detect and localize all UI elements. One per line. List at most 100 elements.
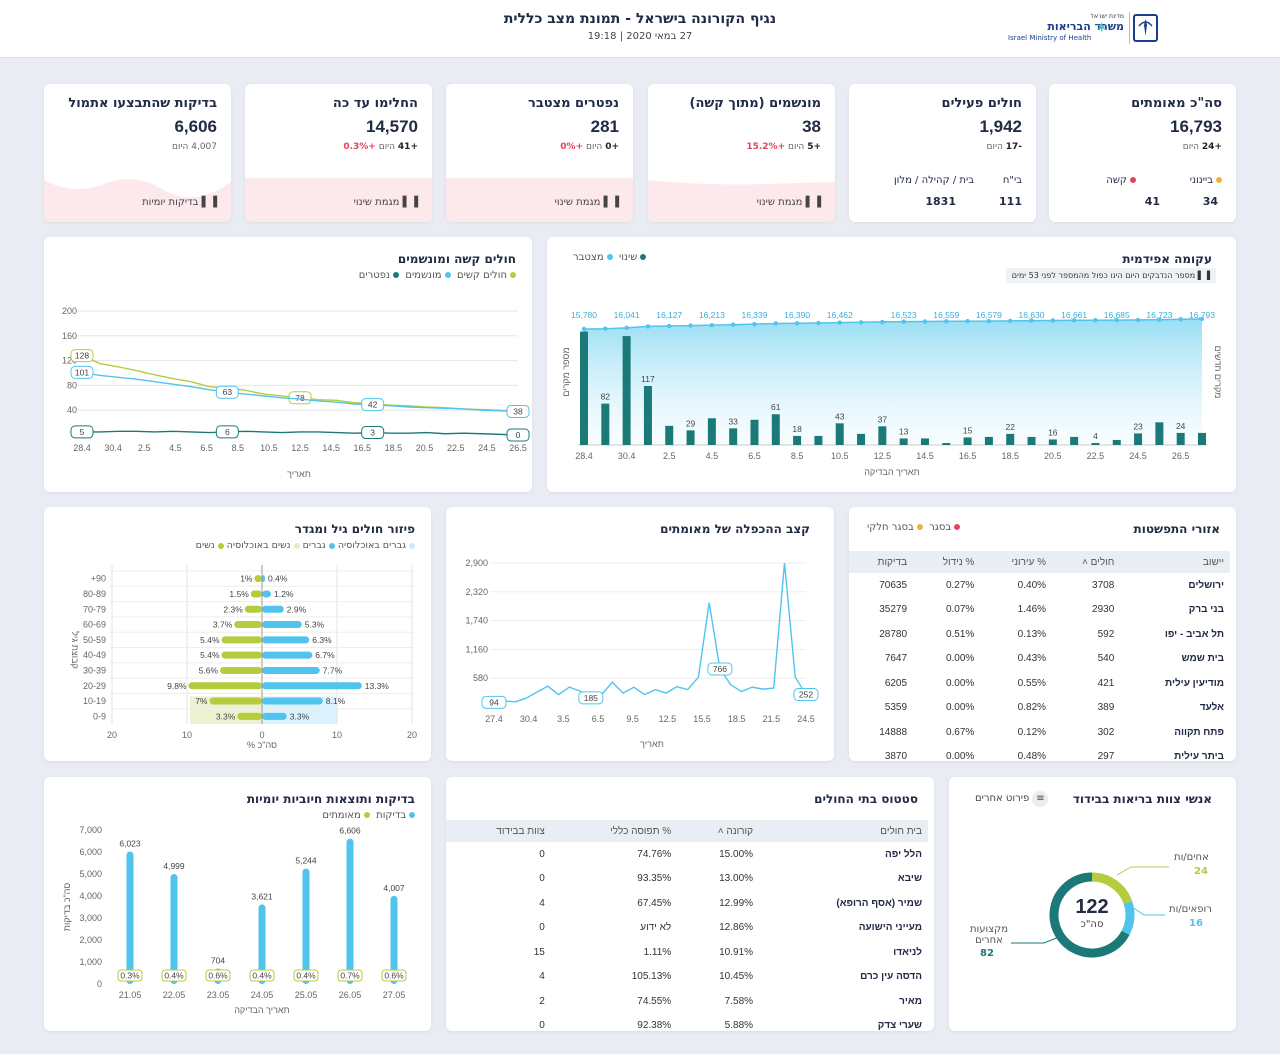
y-tick-label: 6,000 bbox=[79, 847, 102, 857]
x-tick-label: 21.5 bbox=[763, 714, 781, 724]
table-cell: 0.48% bbox=[1017, 751, 1047, 761]
logo-emblem-icon bbox=[1133, 14, 1158, 42]
kpi-card-ventilated[interactable]: מונשמים (מתוך קשה) 38 +5 היום +15.2% ▐▌ … bbox=[648, 84, 835, 222]
cumulative-label: 16,685 bbox=[1104, 310, 1130, 320]
column-header[interactable]: % נידול bbox=[913, 551, 981, 573]
age-gender-legend[interactable]: גברים באוכלוסיה גברים נשים באוכלוסיה נשי… bbox=[196, 540, 415, 551]
value-badge-text: 63 bbox=[223, 387, 233, 397]
x-tick-label: 4.5 bbox=[169, 443, 182, 453]
table-row[interactable]: בני ברק 2930 1.46% 0.07% 35279 bbox=[849, 598, 1230, 623]
x-tick-label: 10.5 bbox=[831, 451, 849, 461]
kpi-card-tests[interactable]: בדיקות שהתבצעו אתמול 6,606 4,007 היום ▐▌… bbox=[44, 84, 231, 222]
bar-value-label: 18 bbox=[792, 424, 802, 434]
y-tick-label: 5,000 bbox=[79, 869, 102, 879]
value-badge-text: 101 bbox=[75, 367, 89, 377]
x-tick-label: 8.5 bbox=[231, 443, 244, 453]
kpi-card-active[interactable]: חולים פעילים 1,942 -17 היום בי"ח בית / ק… bbox=[849, 84, 1036, 222]
column-header[interactable]: חולים ˄ bbox=[1052, 551, 1121, 573]
table-row[interactable]: הדסה עין כרם 10.45% 105.13% 4 bbox=[446, 965, 928, 990]
table-row[interactable]: ביתר עילית 297 0.48% 0.00% 3870 bbox=[849, 745, 1230, 761]
column-header[interactable]: קורונה ˄ bbox=[677, 820, 760, 842]
legend-severe: קשה bbox=[1106, 175, 1136, 186]
value-badge bbox=[70, 349, 94, 363]
table-cell: 6205 bbox=[884, 677, 908, 689]
women-bar bbox=[221, 636, 262, 644]
hospitals-table-wrap[interactable]: בית חולים קורונה ˄% תפוסה כללי צוות בבידוד… bbox=[446, 820, 928, 1031]
table-row[interactable]: מודיעין עילית 421 0.55% 0.00% 6205 bbox=[849, 671, 1230, 696]
epi-bar bbox=[1155, 422, 1164, 445]
epi-bar bbox=[686, 430, 695, 445]
x-tick-label: 26.05 bbox=[339, 990, 362, 1000]
table-row[interactable]: מאיר 7.58% 74.55% 2 bbox=[446, 989, 928, 1014]
column-header[interactable]: יישוב bbox=[1120, 551, 1230, 573]
table-row[interactable]: מעייני הישועה 12.86% לא ידוע 0 bbox=[446, 916, 928, 941]
men-bar bbox=[262, 590, 271, 598]
epi-legend[interactable]: שינוי מצטבר bbox=[573, 252, 647, 263]
hospitals-table: בית חולים קורונה ˄% תפוסה כללי צוות בבידוד… bbox=[446, 820, 928, 1031]
y-tick-label: 1,740 bbox=[465, 616, 488, 626]
column-header[interactable]: % עירוני bbox=[980, 551, 1053, 573]
column-header[interactable]: בדיקות bbox=[849, 551, 914, 573]
men-value-label: 7.7% bbox=[323, 665, 343, 675]
table-row[interactable]: הלל יפה 15.00% 74.76% 0 bbox=[446, 842, 928, 867]
table-row[interactable]: שיבא 13.00% 93.35% 0 bbox=[446, 867, 928, 892]
women-value-label: 2.3% bbox=[223, 604, 243, 614]
card-title: אנשי צוות בריאות בבידוד bbox=[1072, 792, 1212, 806]
regions-table-wrap[interactable]: יישוב חולים ˄% עירוני% נידול בדיקות ירושלי… bbox=[849, 551, 1230, 761]
trend-link[interactable]: ▐▌ מגמת שינוי bbox=[554, 197, 619, 208]
x-axis-label: % סה"כ bbox=[247, 740, 277, 750]
severe-legend[interactable]: חולים קשים מונשמים נפטרים bbox=[359, 270, 516, 281]
table-cell: 14888 bbox=[879, 726, 908, 738]
table-cell: 4 bbox=[539, 897, 545, 909]
table-cell: 7647 bbox=[884, 653, 908, 665]
table-row[interactable]: ירושלים 3708 0.40% 0.27% 70635 bbox=[849, 573, 1230, 598]
other-detail-button[interactable]: ≡ פירוט אחרים bbox=[975, 791, 1049, 807]
card-title: בדיקות ותוצאות חיוביות יומיות bbox=[246, 792, 415, 806]
kpi-card-recovered[interactable]: החלימו עד כה 14,570 +41 היום +0.3% ▐▌ מג… bbox=[245, 84, 432, 222]
table-row[interactable]: לניאדו 10.91% 1.11% 15 bbox=[446, 940, 928, 965]
doubling-rate-card: קצב ההכפלה של מאומתים תאריך 580 1,160 1,74… bbox=[446, 507, 834, 761]
cumulative-point bbox=[1071, 318, 1077, 323]
x-tick-label: 27.05 bbox=[383, 990, 406, 1000]
y2-axis-label: מקרים חדשים bbox=[1213, 346, 1223, 399]
men-value-label: 5.3% bbox=[305, 620, 325, 630]
y-tick-label: 2,320 bbox=[465, 587, 488, 597]
column-header[interactable]: בית חולים bbox=[759, 820, 928, 842]
epi-bar bbox=[665, 425, 674, 445]
table-row[interactable]: בית שמש 540 0.43% 0.00% 7647 bbox=[849, 647, 1230, 672]
daily-tests-link[interactable]: ▐▌ בדיקות יומיות bbox=[142, 197, 217, 208]
kpi-card-deceased[interactable]: נפטרים מצטבר 281 +0 היום +0% ▐▌ מגמת שינ… bbox=[446, 84, 633, 222]
kpi-card-confirmed[interactable]: סה"כ מאומתים 16,793 +24 היום קשה ביינוני… bbox=[1049, 84, 1236, 222]
table-cell: 10.45% bbox=[719, 971, 754, 983]
x-tick-label: 26.5 bbox=[1172, 451, 1190, 461]
x-tick-label: 22.5 bbox=[1087, 451, 1105, 461]
table-row[interactable]: שמיר (אסף הרופא) 12.99% 67.45% 4 bbox=[446, 891, 928, 916]
trend-link[interactable]: ▐▌ מגמת שינוי bbox=[756, 197, 821, 208]
x-axis-label: תאריך הבדיקה bbox=[864, 467, 920, 477]
hospital-count: 111 bbox=[999, 195, 1022, 208]
column-header[interactable]: % תפוסה כללי bbox=[550, 820, 678, 842]
tests-bar bbox=[170, 874, 178, 984]
column-header[interactable]: צוות בבידוד bbox=[446, 820, 551, 842]
x-tick-label: 4.5 bbox=[706, 451, 719, 461]
tests-bar bbox=[302, 868, 310, 984]
card-title: סטטוס בתי החולים bbox=[814, 792, 918, 806]
women-bar bbox=[188, 682, 262, 690]
epi-bar bbox=[729, 428, 738, 445]
table-row[interactable]: שערי צדק 5.88% 92.38% 0 bbox=[446, 1014, 928, 1031]
women-value-label: 1% bbox=[240, 574, 253, 584]
table-row[interactable]: פתח תקווה 302 0.12% 0.67% 14888 bbox=[849, 720, 1230, 745]
value-badge-text: 78 bbox=[295, 393, 305, 403]
tests-bar bbox=[346, 838, 354, 984]
women-value-label: 5.4% bbox=[200, 650, 220, 660]
table-row[interactable]: אלעד 389 0.82% 0.00% 5359 bbox=[849, 696, 1230, 721]
table-cell: לניאדו bbox=[893, 946, 922, 958]
trend-link[interactable]: ▐▌ מגמת שינוי bbox=[353, 197, 418, 208]
bar-chart-icon: ▐▌ bbox=[603, 197, 619, 208]
men-bar bbox=[262, 682, 362, 690]
table-row[interactable]: תל אביב - יפו 592 0.13% 0.51% 28780 bbox=[849, 622, 1230, 647]
table-cell: 13.00% bbox=[719, 873, 754, 885]
daily-tests-legend[interactable]: בדיקות מאומתים bbox=[322, 810, 415, 821]
tests-bar bbox=[126, 851, 134, 984]
x-tick-label: 24.05 bbox=[251, 990, 274, 1000]
